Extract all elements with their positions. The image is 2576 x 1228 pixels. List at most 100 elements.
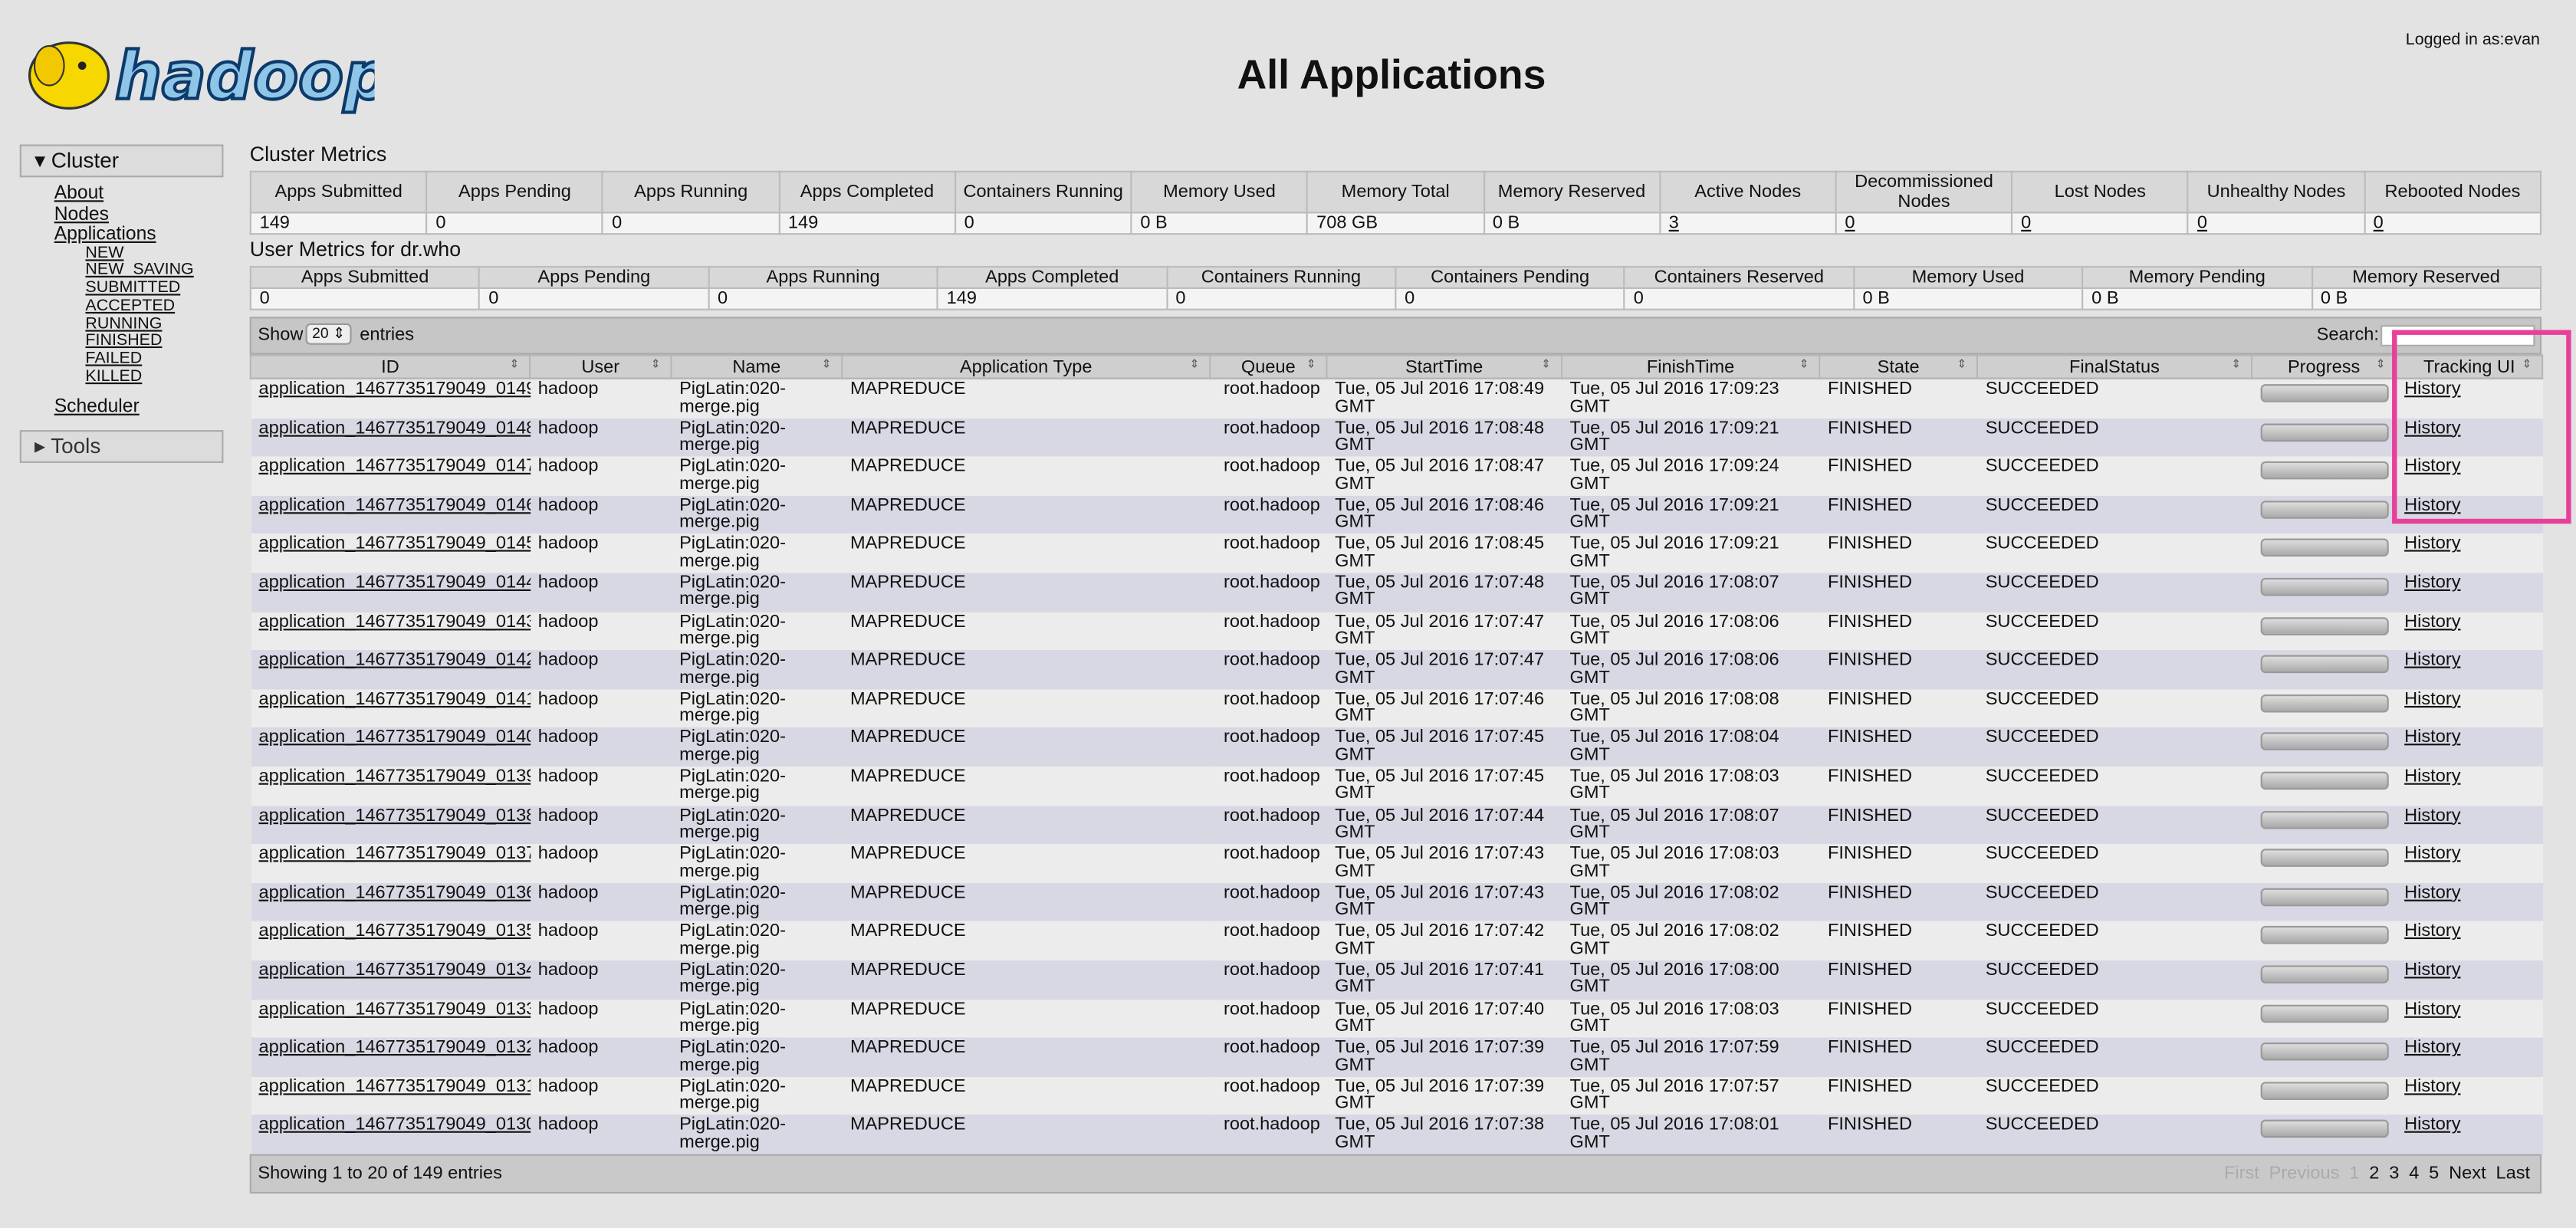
cell[interactable]: application_1467735179049_0139 <box>250 767 531 806</box>
metric-value[interactable]: 0 <box>1835 212 2013 235</box>
cell: FINISHED <box>1819 805 1977 845</box>
search-input[interactable] <box>2380 325 2535 346</box>
cell[interactable]: History <box>2396 650 2543 689</box>
column-header[interactable]: Name ⇕ <box>670 354 843 379</box>
cell[interactable]: History <box>2396 534 2543 573</box>
cell[interactable]: History <box>2396 960 2543 1000</box>
cell[interactable]: History <box>2396 495 2543 534</box>
state-link[interactable]: RUNNING <box>85 314 163 333</box>
cell: MAPREDUCE <box>842 378 1211 419</box>
cell[interactable]: application_1467735179049_0137 <box>250 844 531 883</box>
nav-link[interactable]: About <box>54 183 104 204</box>
page-button[interactable]: 3 <box>2389 1164 2400 1184</box>
state-link[interactable]: KILLED <box>85 367 143 386</box>
cell[interactable]: application_1467735179049_0140 <box>250 727 531 767</box>
cell[interactable]: History <box>2396 378 2543 419</box>
column-header[interactable]: Progress ⇕ <box>2250 354 2397 379</box>
cell[interactable]: History <box>2396 767 2543 806</box>
page-button[interactable]: Next <box>2449 1164 2486 1184</box>
page-button[interactable]: Previous <box>2269 1164 2340 1184</box>
cell: Tue, 05 Jul 2016 17:07:46 GMT <box>1326 688 1562 728</box>
page-button[interactable]: Last <box>2496 1164 2531 1184</box>
state-link[interactable]: SUBMITTED <box>85 279 181 297</box>
cell[interactable]: History <box>2396 921 2543 960</box>
cell[interactable]: History <box>2396 999 2543 1038</box>
metric-value[interactable]: 0 <box>2363 212 2542 235</box>
cell[interactable]: History <box>2396 1076 2543 1115</box>
cell[interactable]: History <box>2396 882 2543 922</box>
column-header[interactable]: ID ⇕ <box>249 354 531 379</box>
cell[interactable]: application_1467735179049_0148 <box>250 418 531 457</box>
cell[interactable]: History <box>2396 1115 2543 1154</box>
cell[interactable]: application_1467735179049_0130 <box>250 1115 531 1154</box>
cell[interactable]: application_1467735179049_0142 <box>250 650 531 689</box>
metric-header: Active Nodes <box>1658 170 1837 214</box>
cell[interactable]: History <box>2396 611 2543 651</box>
page-button[interactable]: First <box>2223 1164 2259 1184</box>
column-header[interactable]: FinishTime ⇕ <box>1560 354 1821 379</box>
state-link[interactable]: ACCEPTED <box>85 297 176 315</box>
nav-link[interactable]: Nodes <box>54 204 109 225</box>
tools-section[interactable]: ▸ Tools <box>19 429 224 463</box>
table-row: application_1467735179049_0140 hadoop PigL… <box>250 727 2543 767</box>
cell: root.hadoop <box>1210 456 1327 496</box>
page-size-select[interactable]: 20 ⇕ <box>305 323 352 345</box>
page-button[interactable]: 5 <box>2429 1164 2440 1184</box>
cell[interactable]: application_1467735179049_0149 <box>250 378 531 419</box>
cell[interactable]: application_1467735179049_0136 <box>250 882 531 922</box>
column-header[interactable]: State ⇕ <box>1819 354 1979 379</box>
cell: Tue, 05 Jul 2016 17:08:03 GMT <box>1561 767 1820 806</box>
cell[interactable]: application_1467735179049_0134 <box>250 960 531 1000</box>
cell: SUCCEEDED <box>1976 882 2252 922</box>
cell[interactable]: History <box>2396 418 2543 457</box>
cell: PigLatin:020-merge.pig <box>671 882 843 922</box>
page-button[interactable]: 2 <box>2369 1164 2380 1184</box>
cell[interactable]: application_1467735179049_0143 <box>250 611 531 651</box>
cell: Tue, 05 Jul 2016 17:08:49 GMT <box>1326 378 1562 419</box>
cell[interactable]: application_1467735179049_0144 <box>250 573 531 612</box>
cell[interactable]: application_1467735179049_0147 <box>250 456 531 496</box>
cell: root.hadoop <box>1210 767 1327 806</box>
cell: MAPREDUCE <box>842 1076 1211 1115</box>
cell[interactable]: application_1467735179049_0145 <box>250 534 531 573</box>
page-button[interactable]: 4 <box>2409 1164 2420 1184</box>
cell[interactable]: History <box>2396 844 2543 883</box>
nav-link[interactable]: Applications <box>54 225 156 245</box>
cell[interactable]: application_1467735179049_0132 <box>250 1037 531 1077</box>
state-link[interactable]: FINISHED <box>85 332 163 351</box>
column-header[interactable]: User ⇕ <box>529 354 672 379</box>
state-link[interactable]: FAILED <box>85 350 143 369</box>
cell[interactable]: application_1467735179049_0133 <box>250 999 531 1038</box>
cell[interactable]: History <box>2396 805 2543 845</box>
cell[interactable]: History <box>2396 456 2543 496</box>
state-link[interactable]: NEW <box>85 244 124 262</box>
column-header[interactable]: Application Type ⇕ <box>841 354 1211 379</box>
metric-value[interactable]: 0 <box>2187 212 2365 235</box>
cluster-section[interactable]: ▾ Cluster <box>19 144 224 178</box>
progress-bar <box>2259 655 2388 674</box>
metric-value[interactable]: 3 <box>1658 212 1837 235</box>
sort-icon: ⇕ <box>1957 358 1967 370</box>
cell[interactable]: History <box>2396 688 2543 728</box>
cell[interactable]: History <box>2396 573 2543 612</box>
column-header-text: FinalStatus <box>2068 356 2160 377</box>
cell[interactable]: application_1467735179049_0146 <box>250 495 531 534</box>
nav-link[interactable]: Scheduler <box>54 397 140 417</box>
column-header[interactable]: StartTime ⇕ <box>1326 354 1562 379</box>
metric-value[interactable]: 0 <box>2011 212 2190 235</box>
column-header[interactable]: Queue ⇕ <box>1209 354 1328 379</box>
column-header[interactable]: FinalStatus ⇕ <box>1976 354 2252 379</box>
metric-header: Decommissioned Nodes <box>1835 170 2013 214</box>
cell[interactable]: application_1467735179049_0138 <box>250 805 531 845</box>
cell[interactable]: application_1467735179049_0141 <box>250 688 531 728</box>
progress-bar <box>2259 771 2388 790</box>
cell[interactable]: History <box>2396 1037 2543 1077</box>
cell: PigLatin:020-merge.pig <box>671 999 843 1038</box>
state-link[interactable]: NEW_SAVING <box>85 261 194 280</box>
cell[interactable]: History <box>2396 727 2543 767</box>
cell: root.hadoop <box>1210 1037 1327 1077</box>
column-header[interactable]: Tracking UI ⇕ <box>2395 354 2544 379</box>
cell[interactable]: application_1467735179049_0131 <box>250 1076 531 1115</box>
cell[interactable]: application_1467735179049_0135 <box>250 921 531 960</box>
